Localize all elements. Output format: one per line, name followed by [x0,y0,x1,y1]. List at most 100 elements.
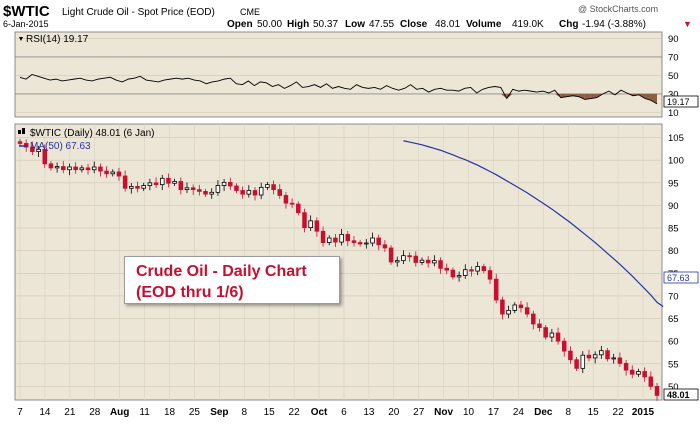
candlestick [574,357,579,372]
candlestick [531,310,536,330]
rsi-gridlines [15,38,662,113]
x-tick-label: 14 [39,407,51,418]
rsi-value-badge: 19.17 [663,95,699,108]
x-tick-label: 2015 [632,407,655,418]
rsi-legend-text: RSI(14) 19.17 [26,34,89,45]
candlestick [296,201,301,216]
candlestick [258,182,264,200]
candlestick [518,300,524,313]
candlestick [599,345,604,359]
candlestick [42,144,47,168]
candlestick [122,170,128,192]
volume-value: 419.0K [512,19,544,30]
candlestick [277,184,283,199]
candlestick [234,183,239,194]
x-tick-label: 7 [17,407,23,418]
candlestick [456,271,462,282]
rsi-tick-label: 50 [668,71,679,82]
candlestick [172,178,177,186]
candlestick [197,184,202,196]
candlestick [654,383,660,401]
candlestick [153,177,159,189]
candlestick [54,162,60,173]
candlestick [568,346,573,364]
x-tick-label: 24 [513,407,525,418]
price-tick-label: 90 [668,201,679,212]
candlestick [110,169,116,177]
rsi-tick-label: 10 [668,108,679,119]
x-tick-label: 8 [241,407,247,418]
candlestick [364,238,369,249]
rsi-series [19,74,658,105]
candlestick [394,256,400,267]
ma-legend-text: MA(50) 67.63 [30,141,91,152]
candlestick [617,352,623,367]
chart-header: $WTIC Light Crude Oil - Spot Price (EOD)… [3,3,692,30]
x-tick-label: 25 [189,407,201,418]
candlestick [382,240,388,253]
price-tick-label: 100 [668,156,684,167]
x-tick-label: 6 [341,407,347,418]
candlestick [79,165,85,173]
candlestick [450,267,456,280]
x-tick-label: Nov [434,407,453,418]
candlestick [351,235,357,247]
candlestick [209,188,214,199]
candlestick [370,232,375,247]
price-legend-text: $WTIC (Daily) 48.01 (6 Jan) [30,128,154,139]
x-tick-label: 10 [463,407,475,418]
candlestick [228,177,233,191]
candlestick [190,184,196,196]
chart-date: 6-Jan-2015 [3,19,49,29]
rsi-fill-segment [578,93,585,100]
exchange-label: CME [240,7,260,17]
candlestick [648,371,654,390]
candlestick [345,231,351,247]
candlestick [630,365,635,379]
high-value: 50.37 [313,19,338,30]
candlestick [463,264,468,279]
rsi-fill-segment [626,93,633,96]
low-value: 47.55 [369,19,394,30]
price-axis: 10510095908580757065605550 [668,133,684,393]
price-tick-label: 85 [668,224,679,235]
candlestick [438,257,443,274]
rsi-tick-label: 70 [668,52,679,63]
candlestick [30,141,35,155]
rsi-panel [14,31,663,118]
candlestick [135,181,140,193]
candlestick [401,250,406,265]
callout-line-2: (EOD thru 1/6) [136,284,244,301]
candlestick [543,324,548,340]
rsi-line [19,74,658,105]
close-value: 48.01 [435,19,460,30]
x-tick-label: 17 [488,407,500,418]
x-tick-label: 15 [588,407,600,418]
candlestick [48,161,54,171]
x-tick-label: Dec [534,407,553,418]
close-value-badge: 48.01 [663,388,699,401]
candlestick [85,163,91,175]
x-tick-label: Sep [210,407,228,418]
x-tick-label: 20 [388,407,400,418]
candlestick [314,217,320,237]
candlestick [506,305,511,319]
x-tick-label: 22 [289,407,301,418]
candlestick [432,255,437,267]
candlestick [388,245,394,265]
candlestick [116,167,122,181]
candlestick [141,182,146,191]
close-label: Close [400,19,428,30]
candlestick [524,302,530,318]
volume-label: Volume [466,19,502,30]
x-tick-label: 11 [139,407,150,418]
ma50-line [403,140,664,308]
candlestick [586,349,592,362]
candlestick [166,173,171,188]
candlestick [469,266,474,277]
price-tick-label: 55 [668,359,679,370]
candlestick [537,319,542,332]
candlestick [67,163,72,176]
candlestick [376,234,381,251]
